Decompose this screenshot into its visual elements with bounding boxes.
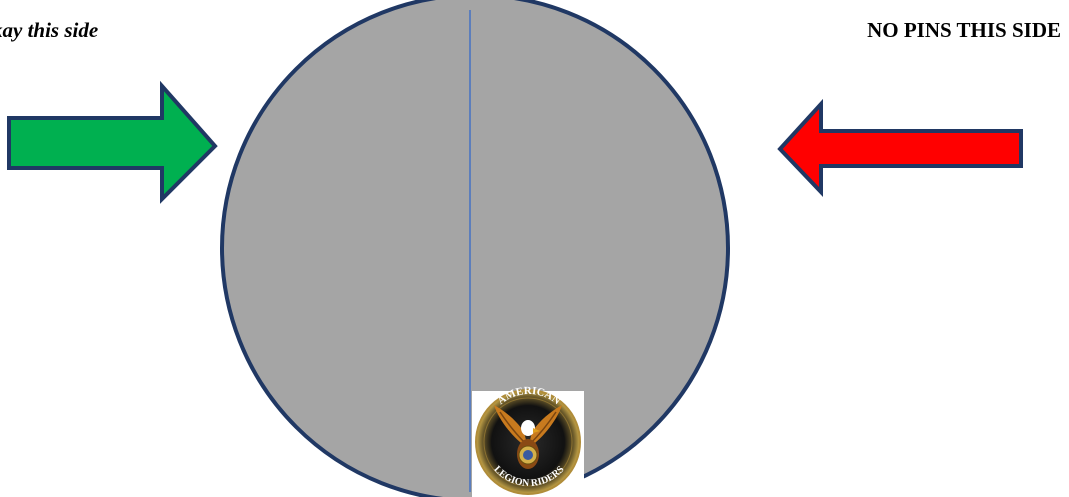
pin-circle (220, 0, 730, 497)
right-side-label: NO PINS THIS SIDE (867, 18, 1061, 42)
american-legion-riders-logo: AMERICAN LEGION RIDERS (472, 385, 584, 497)
left-side-label: kay this side (0, 18, 99, 42)
green-arrow-right-icon (7, 80, 218, 204)
red-arrow-left-icon (777, 98, 1023, 197)
